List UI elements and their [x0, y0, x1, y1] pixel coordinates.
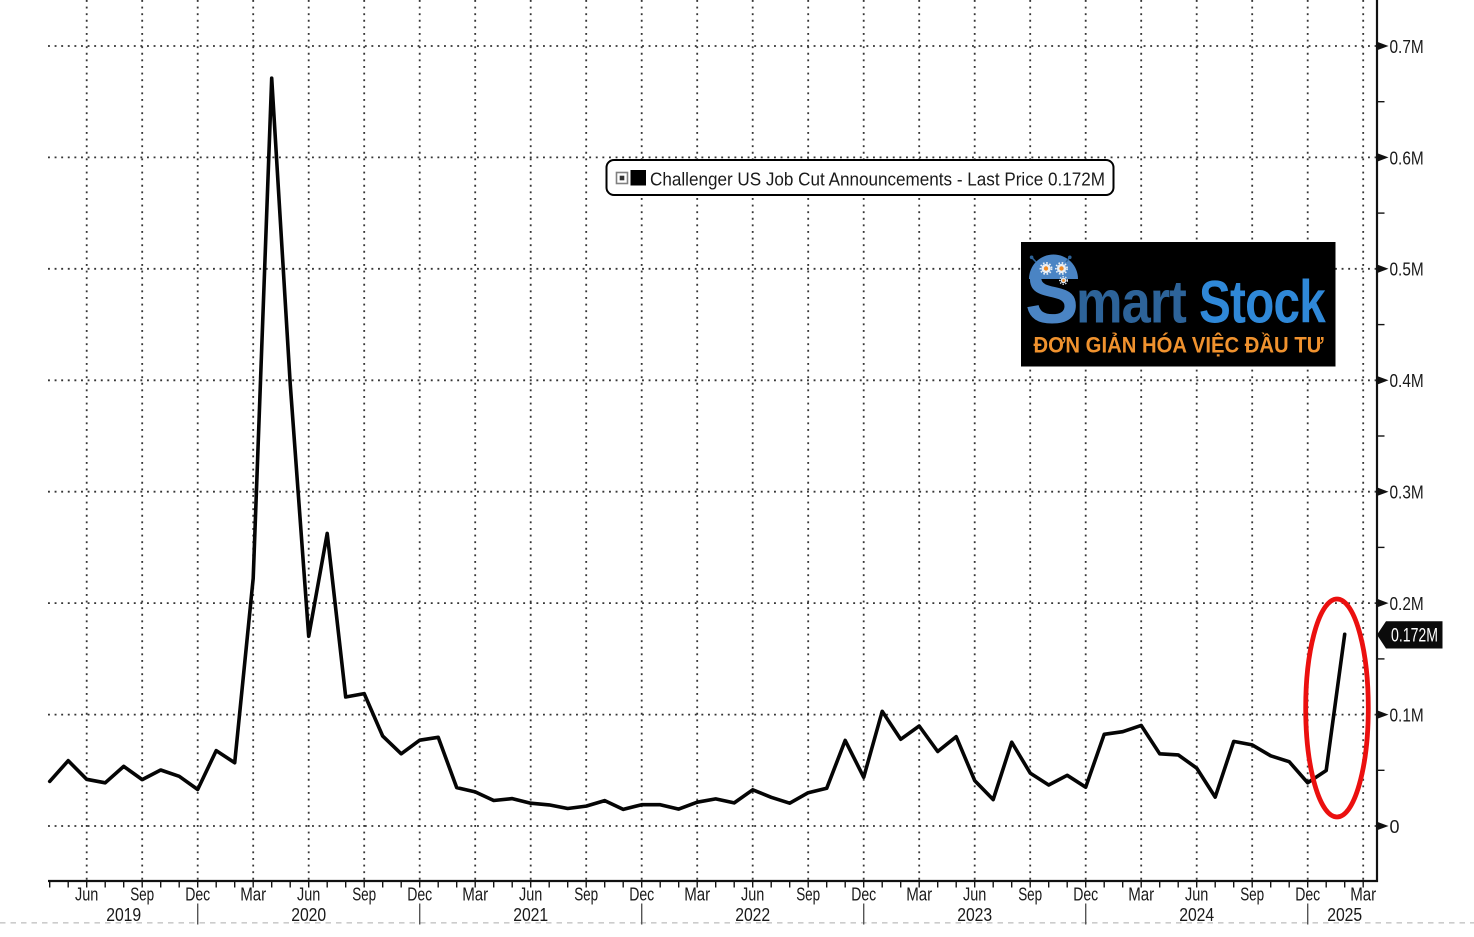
svg-text:Jun: Jun [297, 885, 320, 905]
svg-text:Sep: Sep [796, 885, 820, 905]
svg-text:Dec: Dec [407, 885, 432, 905]
svg-text:Mar: Mar [684, 885, 710, 905]
svg-text:0: 0 [1390, 817, 1400, 837]
svg-text:Dec: Dec [1295, 885, 1320, 905]
svg-text:Sep: Sep [1240, 885, 1264, 905]
svg-text:0.3M: 0.3M [1390, 483, 1424, 503]
svg-text:Mar: Mar [906, 885, 932, 905]
svg-text:ĐƠN GIẢN HÓA VIỆC ĐẦU TƯ: ĐƠN GIẢN HÓA VIỆC ĐẦU TƯ [1034, 333, 1325, 358]
svg-text:Stock: Stock [1199, 269, 1326, 336]
svg-text:2025: 2025 [1327, 905, 1362, 925]
svg-text:2023: 2023 [957, 905, 992, 925]
svg-text:Mar: Mar [1128, 885, 1154, 905]
svg-text:Sep: Sep [130, 885, 154, 905]
svg-text:0.5M: 0.5M [1390, 260, 1424, 280]
svg-text:mart: mart [1076, 269, 1187, 336]
svg-text:Mar: Mar [1350, 885, 1376, 905]
svg-text:Jun: Jun [963, 885, 986, 905]
svg-text:Mar: Mar [240, 885, 266, 905]
svg-text:2019: 2019 [106, 905, 141, 925]
svg-text:0.6M: 0.6M [1390, 148, 1424, 168]
svg-text:Challenger US Job Cut Announce: Challenger US Job Cut Announcements - La… [650, 169, 1105, 189]
svg-text:Dec: Dec [851, 885, 876, 905]
svg-text:Dec: Dec [185, 885, 210, 905]
svg-text:Sep: Sep [1018, 885, 1042, 905]
svg-text:0.4M: 0.4M [1390, 371, 1424, 391]
svg-text:0.172M: 0.172M [1391, 626, 1438, 647]
svg-text:Mar: Mar [462, 885, 488, 905]
svg-text:Sep: Sep [574, 885, 598, 905]
svg-text:Sep: Sep [352, 885, 376, 905]
svg-text:0.2M: 0.2M [1390, 594, 1424, 614]
svg-text:2022: 2022 [735, 905, 770, 925]
svg-text:2024: 2024 [1179, 905, 1214, 925]
svg-text:Jun: Jun [75, 885, 98, 905]
svg-text:0.7M: 0.7M [1390, 37, 1424, 57]
svg-text:2021: 2021 [513, 905, 548, 925]
svg-text:Jun: Jun [741, 885, 764, 905]
svg-text:Jun: Jun [1185, 885, 1208, 905]
svg-text:0.1M: 0.1M [1390, 706, 1424, 726]
svg-text:Dec: Dec [629, 885, 654, 905]
svg-text:2020: 2020 [291, 905, 326, 925]
svg-text:Dec: Dec [1073, 885, 1098, 905]
svg-text:Jun: Jun [519, 885, 542, 905]
